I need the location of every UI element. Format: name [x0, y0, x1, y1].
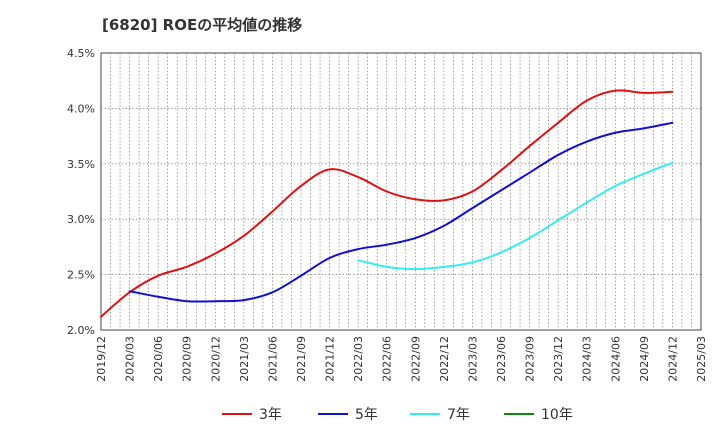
y-tick-label: 3.0% [67, 213, 95, 226]
x-tick-label: 2023/12 [552, 336, 565, 382]
series-line-1 [100, 89, 674, 318]
x-tick-label: 2019/12 [95, 336, 108, 382]
y-tick-label: 2.0% [67, 324, 95, 337]
x-tick-label: 2021/06 [266, 336, 279, 382]
series-line-3 [357, 161, 674, 271]
x-tick-label: 2022/03 [352, 336, 365, 382]
series-line-2 [128, 121, 674, 303]
legend-label-1: 3年 [259, 407, 282, 423]
x-tick-label: 2021/09 [295, 336, 308, 382]
legend: 3年 5年 7年 10年 [222, 407, 573, 423]
y-tick-label: 3.5% [67, 158, 95, 171]
legend-label-3: 7年 [447, 407, 470, 423]
legend-label-4: 10年 [541, 407, 573, 423]
x-tick-label: 2020/06 [152, 336, 165, 382]
x-tick-label: 2024/12 [666, 336, 679, 382]
grid-layer [100, 52, 702, 331]
x-tick-label: 2020/09 [181, 336, 194, 382]
x-tick-label: 2025/03 [695, 336, 708, 382]
x-tick-label: 2024/09 [638, 336, 651, 382]
x-tick-label: 2021/12 [324, 336, 337, 382]
x-tick-label: 2023/03 [466, 336, 479, 382]
x-tick-label: 2022/12 [438, 336, 451, 382]
x-tick-label: 2024/06 [609, 336, 622, 382]
series-layer [100, 89, 674, 318]
legend-label-2: 5年 [355, 407, 378, 423]
y-tick-label: 4.5% [67, 47, 95, 60]
x-tick-label: 2021/03 [238, 336, 251, 382]
y-tick-label: 4.0% [67, 102, 95, 115]
plot-border [100, 52, 702, 331]
x-tick-label: 2023/06 [495, 336, 508, 382]
axis-layer: 2.0% 2.5% 3.0% 3.5% 4.0% 4.5% 2019/12 2020/03 20… [67, 47, 708, 382]
y-tick-label: 2.5% [67, 269, 95, 282]
x-tick-label: 2022/09 [409, 336, 422, 382]
x-tick-label: 2024/03 [581, 336, 594, 382]
x-tick-label: 2023/09 [524, 336, 537, 382]
chart-title: [6820] ROEの平均値の推移 [102, 16, 303, 34]
x-tick-label: 2020/12 [209, 336, 222, 382]
x-tick-label: 2020/03 [124, 336, 137, 382]
x-tick-label: 2022/06 [381, 336, 394, 382]
